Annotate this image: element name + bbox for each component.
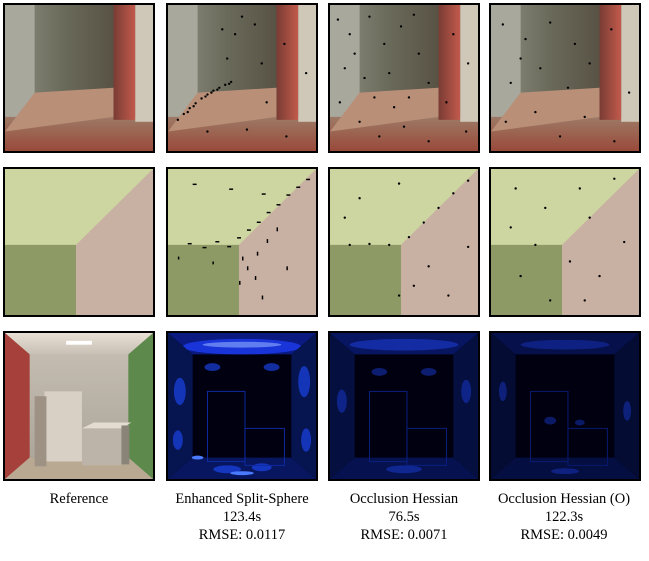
ceiling-closeup-split-sphere-image [168,169,316,315]
column-time: 123.4s [222,509,262,525]
corner-closeup-occlusion-hessian-image [330,5,478,151]
sample-points [176,15,308,138]
sample-points [509,177,626,302]
panel-row3-reference [3,331,155,481]
column-caption-enhanced-split-sphere: Enhanced Split-Sphere 123.4s RMSE: 0.011… [157,490,327,544]
panel-row1-enhanced-split-sphere [166,3,318,153]
error-map-split-sphere-image [168,333,316,479]
panel-row2-reference [3,167,155,317]
corner-closeup-split-sphere-image [168,5,316,151]
error-map-occlusion-hessian-image [330,333,478,479]
sample-points [343,179,470,297]
corner-closeup-reference-image [5,5,153,151]
ceiling-closeup-occlusion-hessian-o-image [491,169,639,315]
panel-row3-occlusion-hessian [328,331,480,481]
column-time: 122.3s [544,509,584,525]
panel-row3-occlusion-hessian-o [489,331,641,481]
sample-points [177,178,311,300]
column-caption-reference: Reference [3,490,155,508]
column-name: Reference [49,491,109,507]
column-caption-occlusion-hessian: Occlusion Hessian 76.5s RMSE: 0.0071 [328,490,480,544]
sample-points [501,21,631,143]
column-name: Enhanced Split-Sphere [175,491,309,507]
column-name: Occlusion Hessian (O) [497,491,631,507]
cornell-box-reference-image [5,333,153,479]
column-name: Occlusion Hessian [349,491,459,507]
panel-row2-occlusion-hessian [328,167,480,317]
error-map-occlusion-hessian-o-image [491,333,639,479]
corner-closeup-occlusion-hessian-o-image [491,5,639,151]
ceiling-closeup-reference-image [5,169,153,315]
column-rmse: RMSE: 0.0049 [520,527,608,543]
panel-row1-occlusion-hessian [328,3,480,153]
panel-row1-occlusion-hessian-o [489,3,641,153]
sample-points [336,13,470,143]
panel-row1-reference [3,3,155,153]
column-rmse: RMSE: 0.0071 [360,527,448,543]
column-rmse: RMSE: 0.0117 [198,527,286,543]
column-caption-occlusion-hessian-o: Occlusion Hessian (O) 122.3s RMSE: 0.004… [481,490,647,544]
panel-row2-enhanced-split-sphere [166,167,318,317]
ceiling-closeup-occlusion-hessian-image [330,169,478,315]
panel-row2-occlusion-hessian-o [489,167,641,317]
column-time: 76.5s [388,509,420,525]
panel-row3-enhanced-split-sphere [166,331,318,481]
